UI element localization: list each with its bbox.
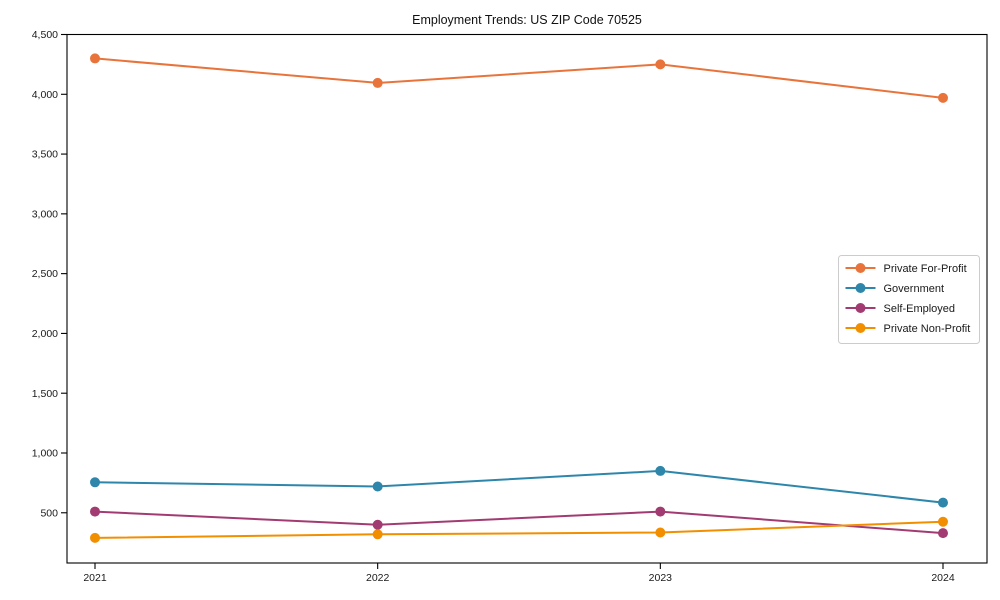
x-tick-label: 2022 <box>366 572 390 584</box>
legend-marker <box>855 283 866 293</box>
legend-marker <box>855 303 866 313</box>
y-tick-label: 3,000 <box>32 208 58 220</box>
y-tick-label: 4,500 <box>32 29 58 41</box>
marker-private-non-profit <box>372 529 383 540</box>
plot-frame <box>66 33 988 564</box>
marker-government <box>90 477 100 488</box>
y-tick-label: 4,000 <box>32 89 58 101</box>
legend-marker <box>855 323 866 333</box>
y-tick-label: 1,500 <box>32 388 58 400</box>
line-private-for-profit <box>94 57 944 99</box>
line-private-non-profit <box>94 520 944 539</box>
legend-marker <box>855 263 866 273</box>
marker-private-non-profit <box>938 516 948 527</box>
y-tick-label: 3,500 <box>32 149 58 161</box>
legend-label: Self-Employed <box>884 303 956 315</box>
x-tick-label: 2023 <box>649 572 673 584</box>
line-government <box>94 469 944 504</box>
legend-label: Private Non-Profit <box>884 323 971 335</box>
legend-label: Government <box>884 283 945 295</box>
marker-private-non-profit <box>90 532 100 543</box>
series-layer <box>90 53 948 543</box>
marker-government <box>372 481 383 492</box>
legend-item-self-employed: Self-Employed <box>845 303 956 315</box>
y-tick-label: 2,500 <box>32 268 58 280</box>
marker-self-employed <box>90 506 100 517</box>
legend: Private For-Profit Government Self-Employe… <box>838 255 980 344</box>
legend-item-private-for-profit: Private For-Profit <box>845 263 967 275</box>
axes-layer: 500 1,000 1,500 2,000 2,500 3,000 3,500 4,000 4,… <box>32 29 988 584</box>
legend-box <box>838 255 980 344</box>
chart-title: Employment Trends: US ZIP Code 70525 <box>412 13 642 27</box>
marker-self-employed <box>655 506 666 517</box>
y-tick-label: 2,000 <box>32 328 58 340</box>
legend-item-government: Government <box>845 283 945 295</box>
marker-self-employed <box>938 528 948 539</box>
marker-private-for-profit <box>90 53 100 64</box>
legend-label: Private For-Profit <box>884 263 967 275</box>
marker-private-non-profit <box>655 527 666 538</box>
legend-item-private-non-profit: Private Non-Profit <box>845 323 971 335</box>
marker-private-for-profit <box>655 59 666 70</box>
marker-private-for-profit <box>938 92 948 103</box>
line-self-employed <box>94 510 944 535</box>
x-tick-label: 2021 <box>83 572 107 584</box>
marker-private-for-profit <box>372 77 383 88</box>
x-tick-label: 2024 <box>931 572 955 584</box>
marker-self-employed <box>372 519 383 530</box>
marker-government <box>655 465 666 476</box>
y-tick-label: 500 <box>40 507 58 519</box>
marker-government <box>938 497 948 508</box>
y-tick-label: 1,000 <box>32 448 58 460</box>
